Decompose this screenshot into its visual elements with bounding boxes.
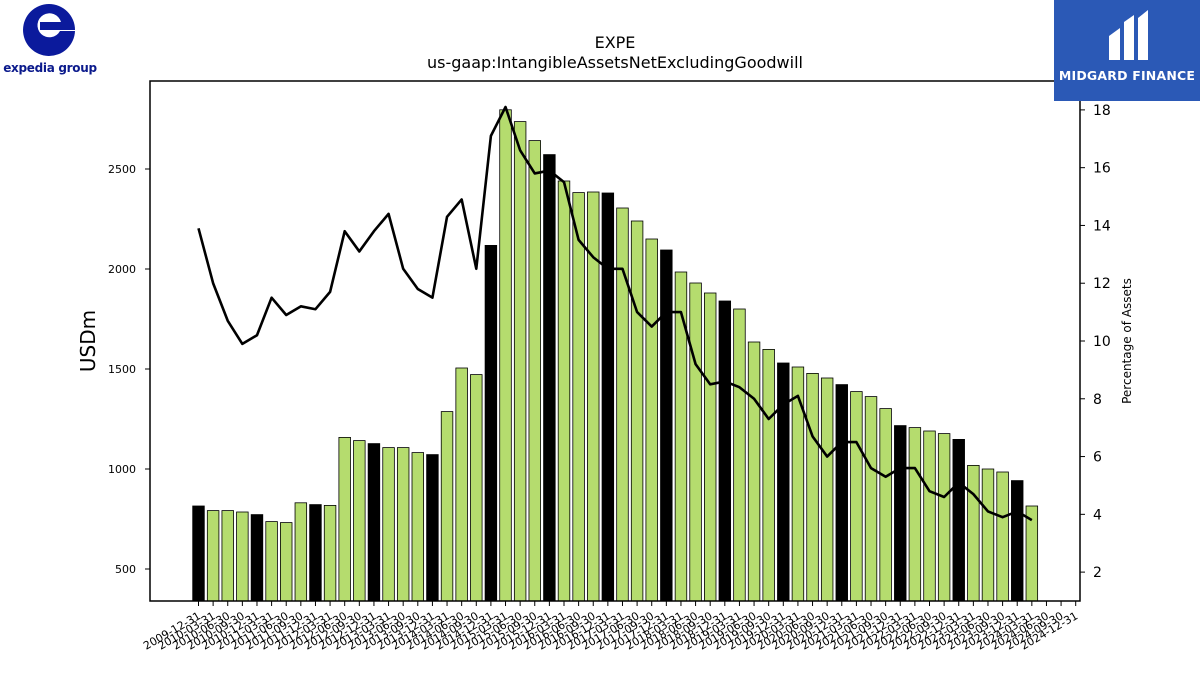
bar-9 — [323, 504, 337, 602]
y-tick-label: 2000 — [108, 263, 136, 276]
bar-36 — [718, 300, 732, 602]
bar-44 — [835, 384, 848, 602]
y2-tick-label: 16 — [1093, 161, 1111, 177]
bar-56 — [1011, 480, 1024, 602]
expedia-group-logo: expedia group — [0, 0, 110, 85]
y2-tick-label: 10 — [1093, 334, 1111, 350]
bar-21 — [499, 109, 512, 602]
bar-23 — [528, 140, 541, 602]
bar-33 — [674, 271, 688, 602]
y2-tick-label: 12 — [1093, 276, 1111, 292]
bar-6 — [280, 522, 293, 602]
bar-4 — [250, 514, 264, 602]
bar-29 — [616, 207, 629, 602]
bar-54 — [981, 468, 995, 602]
bar-16 — [426, 454, 439, 602]
bar-20 — [484, 244, 498, 602]
y2-tick-label: 6 — [1093, 450, 1102, 466]
y2-tick-label: 8 — [1093, 392, 1102, 408]
bar-30 — [630, 220, 644, 602]
bar-8 — [309, 504, 322, 602]
bar-39 — [762, 348, 775, 602]
bar-38 — [747, 341, 761, 602]
bar-47 — [879, 408, 892, 602]
midgard-m-icon — [1109, 10, 1148, 60]
bar-40 — [777, 362, 790, 602]
bar-49 — [908, 427, 922, 602]
bars-layer — [192, 109, 1039, 602]
bar-50 — [923, 430, 936, 602]
bar-15 — [411, 452, 425, 602]
bar-2 — [221, 510, 234, 602]
bar-14 — [396, 447, 410, 602]
bar-51 — [937, 433, 951, 602]
y2-tick-label: 4 — [1093, 507, 1102, 523]
bar-43 — [820, 377, 834, 602]
bar-55 — [996, 471, 1009, 602]
bar-48 — [894, 425, 907, 602]
bar-17 — [440, 411, 454, 602]
chart-title: EXPE — [595, 33, 636, 52]
bar-25 — [557, 180, 571, 602]
midgard-finance-wordmark: MIDGARD FINANCE — [1058, 68, 1196, 83]
bar-5 — [265, 521, 278, 602]
bar-57 — [1025, 505, 1039, 602]
bar-32 — [660, 249, 673, 602]
expedia-e-icon — [22, 3, 76, 57]
midgard-finance-logo: MIDGARD FINANCE — [1054, 0, 1200, 101]
bar-18 — [455, 367, 468, 602]
bar-22 — [513, 121, 527, 602]
y-tick-label: 1500 — [108, 363, 136, 376]
pct-assets-line — [197, 105, 1033, 522]
bar-26 — [572, 192, 585, 602]
bar-45 — [850, 391, 863, 602]
y2-tick-label: 18 — [1093, 103, 1111, 119]
bar-19 — [470, 374, 483, 602]
y2-tick-label: 2 — [1093, 565, 1102, 581]
axes-layer: 5001000150020002500246810121416182009-12… — [108, 103, 1111, 653]
expedia-group-wordmark: expedia group — [3, 61, 97, 75]
bar-52 — [952, 438, 965, 602]
y-tick-label: 2500 — [108, 163, 136, 176]
bar-34 — [689, 282, 702, 602]
line-layer — [197, 105, 1033, 522]
chart-subtitle: us-gaap:IntangibleAssetsNetExcludingGood… — [427, 53, 803, 72]
y-axis-label: USDm — [76, 310, 100, 372]
bar-35 — [704, 292, 717, 602]
y2-tick-label: 14 — [1093, 218, 1111, 234]
bar-28 — [601, 192, 615, 602]
bar-24 — [543, 154, 556, 602]
bar-10 — [338, 436, 351, 602]
bar-3 — [236, 511, 249, 602]
bar-12 — [367, 443, 381, 602]
bar-13 — [382, 447, 395, 602]
bar-41 — [791, 366, 805, 602]
bar-7 — [294, 502, 308, 602]
bar-1 — [206, 510, 220, 602]
y-tick-label: 1000 — [108, 463, 136, 476]
bar-42 — [806, 372, 819, 602]
y-tick-label: 500 — [115, 563, 136, 576]
bar-46 — [864, 396, 878, 602]
y2-axis-label: Percentage of Assets — [1120, 278, 1134, 404]
bar-53 — [967, 464, 980, 602]
bar-11 — [353, 440, 366, 602]
bar-37 — [733, 308, 746, 602]
bar-31 — [645, 238, 658, 602]
bar-0 — [192, 505, 205, 602]
